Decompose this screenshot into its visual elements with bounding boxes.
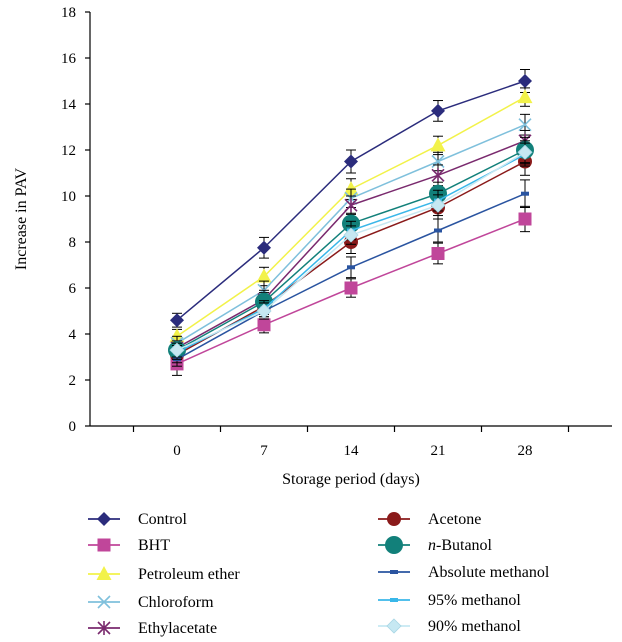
x-tick-label: 28 <box>518 443 533 459</box>
data-point <box>170 313 184 328</box>
legend-marker <box>386 618 402 634</box>
data-point <box>344 154 358 169</box>
legend-item: Control <box>88 511 187 528</box>
data-point <box>431 247 445 260</box>
legend-item: Chloroform <box>88 594 214 611</box>
legend-marker <box>96 566 112 580</box>
y-tick-label: 18 <box>61 5 76 21</box>
y-tick-label: 10 <box>61 189 76 205</box>
y-tick-label: 6 <box>69 281 77 297</box>
legend-marker <box>97 621 111 635</box>
legend-marker <box>97 512 111 526</box>
legend-item: 95% methanol <box>378 592 521 609</box>
data-point <box>344 281 358 295</box>
legend-marker <box>97 595 111 609</box>
x-tick-label: 21 <box>431 443 446 459</box>
data-point <box>431 154 445 169</box>
y-tick-label: 2 <box>69 373 77 389</box>
y-tick-label: 0 <box>69 419 77 435</box>
legend-label: n-Butanol <box>428 537 493 554</box>
data-point <box>431 168 445 183</box>
data-point <box>344 198 358 213</box>
x-ticks: 0 7 14 21 28 <box>132 426 570 459</box>
x-axis-title: Storage period (days) <box>282 471 420 488</box>
legend-label: Chloroform <box>138 594 214 611</box>
y-tick-label: 16 <box>61 51 77 67</box>
legend-label: Ethylacetate <box>138 620 217 637</box>
legend-marker <box>390 570 398 574</box>
data-point <box>517 89 533 104</box>
y-ticks: 0 2 4 6 8 10 12 14 16 18 <box>61 5 90 435</box>
axes <box>89 12 612 427</box>
data-point <box>256 303 272 319</box>
data-point <box>518 212 532 226</box>
x-tick-label: 7 <box>260 443 268 459</box>
legend-label: 95% methanol <box>428 592 521 609</box>
legend-item: Petroleum ether <box>88 566 240 583</box>
data-point <box>256 268 272 283</box>
data-point <box>343 181 359 196</box>
data-point <box>257 240 271 255</box>
data-point <box>434 228 442 233</box>
legend-item: n-Butanol <box>378 536 493 554</box>
x-tick-label: 14 <box>344 443 360 459</box>
data-point <box>521 191 529 196</box>
data-point <box>169 342 185 358</box>
data-point <box>257 318 271 332</box>
legend-label: Acetone <box>428 511 481 528</box>
y-tick-label: 4 <box>69 327 77 343</box>
legend-item: Ethylacetate <box>88 620 217 637</box>
legend-item: BHT <box>88 537 170 554</box>
data-point <box>517 144 533 160</box>
series-90-methanol <box>169 140 533 358</box>
data-point <box>347 265 355 270</box>
legend-label: Control <box>138 511 187 528</box>
legend-marker <box>390 598 398 602</box>
data-point <box>430 137 446 152</box>
y-tick-label: 8 <box>69 235 77 251</box>
data-point <box>431 103 445 118</box>
x-tick-label: 0 <box>173 443 181 459</box>
data-point <box>518 74 532 88</box>
legend-item: Absolute methanol <box>378 564 550 581</box>
series-layer <box>168 69 534 376</box>
legend-item: Acetone <box>378 511 481 528</box>
series-control <box>170 69 532 328</box>
legend-label: BHT <box>138 537 170 554</box>
legend-marker <box>97 538 111 552</box>
y-axis-title: Increase in PAV <box>13 167 30 270</box>
y-tick-label: 14 <box>61 97 77 113</box>
data-point <box>343 227 359 243</box>
data-point <box>430 197 446 213</box>
legend-label: Petroleum ether <box>138 566 240 583</box>
legend-item: 90% methanol <box>378 618 521 635</box>
data-point <box>518 118 532 132</box>
series-bht <box>170 205 532 376</box>
legend-marker <box>387 512 401 526</box>
legend-marker <box>385 536 403 554</box>
legend: Control BHT Petroleum ether Chloroform Ethyl… <box>88 511 550 637</box>
legend-label: Absolute methanol <box>428 564 550 581</box>
legend-label: 90% methanol <box>428 618 521 635</box>
y-tick-label: 12 <box>61 143 76 159</box>
